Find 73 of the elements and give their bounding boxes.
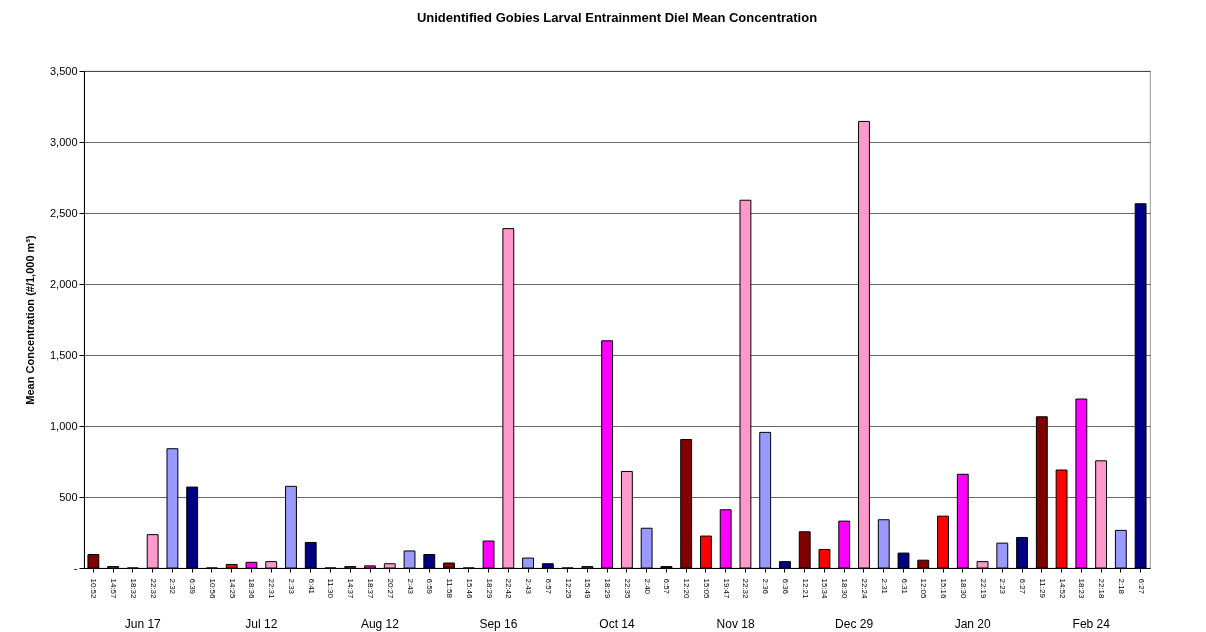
text: Jul 12	[245, 617, 278, 631]
text: Nov 18	[716, 617, 755, 631]
text: Oct 14	[599, 617, 635, 631]
x-tick-label: 14:52	[1057, 578, 1067, 600]
x-tick-label: 2:40	[642, 578, 652, 595]
x-tick-label: 20:27	[385, 578, 395, 600]
x-tick-label: 11:30	[326, 578, 336, 599]
y-tick-label: 3,000	[49, 135, 78, 148]
x-tick-label: 19:47	[721, 578, 731, 600]
x-tick-label: 22:35	[622, 578, 632, 600]
y-tick-label: 2,000	[49, 277, 78, 290]
text: Jun 17	[124, 617, 162, 631]
x-tick-label: 11:29	[1037, 578, 1047, 599]
x-tick-label: 22:42	[504, 578, 514, 600]
x-tick-label: 22:24	[859, 578, 869, 600]
x-tick-label: 22:31	[267, 578, 277, 600]
x-tick-label: 6:36	[780, 578, 790, 595]
text: Aug 12	[360, 617, 400, 631]
x-tick-label: 2:23	[998, 578, 1008, 595]
x-tick-label: 6:27	[1136, 578, 1146, 595]
x-tick-label: 15:49	[583, 578, 593, 600]
text: Sep 16	[479, 617, 518, 631]
x-tick-label: 2:18	[1116, 578, 1126, 595]
x-tick-label: 12:20	[682, 578, 692, 600]
x-tick-label: 2:43	[405, 578, 415, 595]
x-tick-label: 2:31	[879, 578, 889, 595]
x-tick-label: 6:57	[662, 578, 672, 595]
y-tick-label: 1,000	[49, 419, 78, 432]
x-tick-label: 2:36	[761, 578, 771, 595]
x-tick-label: 14:57	[109, 578, 119, 600]
x-tick-label: 18:23	[1077, 578, 1087, 600]
x-tick-label: 14:25	[227, 578, 237, 600]
x-tick-label: 2:33	[286, 578, 296, 595]
x-tick-label: 6:27	[1018, 578, 1028, 595]
x-tick-label: 18:30	[840, 578, 850, 600]
x-tick-label: 10:56	[207, 578, 217, 600]
x-tick-label: 6:59	[425, 578, 435, 595]
x-tick-label: 2:32	[168, 578, 178, 595]
x-tick-label: 15:34	[820, 578, 830, 600]
x-tick-label: 14:37	[346, 578, 356, 600]
text: Jan 20	[954, 617, 991, 631]
x-tick-label: 22:19	[978, 578, 988, 600]
x-tick-label: 18:30	[958, 578, 968, 600]
y-tick-label: 1,500	[49, 348, 78, 361]
x-tick-label: 18:36	[247, 578, 257, 600]
x-tick-label: 22:32	[741, 578, 751, 600]
x-tick-label: 18:37	[366, 578, 376, 600]
y-tick-label: 3,500	[49, 64, 78, 77]
x-tick-label: 15:16	[939, 578, 949, 600]
y-tick-label: 2,500	[49, 206, 78, 219]
x-tick-label: 6:39	[188, 578, 198, 595]
x-tick-label: 2:43	[524, 578, 534, 595]
text: Dec 29	[835, 617, 874, 631]
y-axis-title: Mean Concentration (#/1,000 m³)	[23, 235, 36, 405]
x-tick-label: 15:46	[464, 578, 474, 600]
x-tick-label: 22:32	[148, 578, 158, 600]
x-tick-label: 6:57	[543, 578, 553, 595]
x-tick-label: 6:41	[306, 578, 316, 595]
chart-title: Unidentified Gobies Larval Entrainment Diel Mean Concentration	[416, 10, 818, 25]
y-tick-label: 500	[59, 490, 78, 503]
x-tick-label: 11:58	[445, 578, 455, 599]
y-tick-label: -	[73, 561, 78, 574]
x-tick-label: 18:29	[603, 578, 613, 600]
x-tick-label: 12:05	[919, 578, 929, 600]
text: Feb 24	[1072, 617, 1111, 631]
x-tick-label: 12:25	[563, 578, 573, 600]
x-tick-label: 6:31	[899, 578, 909, 595]
x-tick-label: 12:21	[800, 578, 810, 600]
x-tick-label: 18:32	[128, 578, 138, 600]
x-tick-label: 10:52	[89, 578, 99, 600]
x-tick-label: 18:29	[484, 578, 494, 600]
x-tick-label: 15:05	[701, 578, 711, 600]
x-tick-label: 22:18	[1097, 578, 1107, 600]
